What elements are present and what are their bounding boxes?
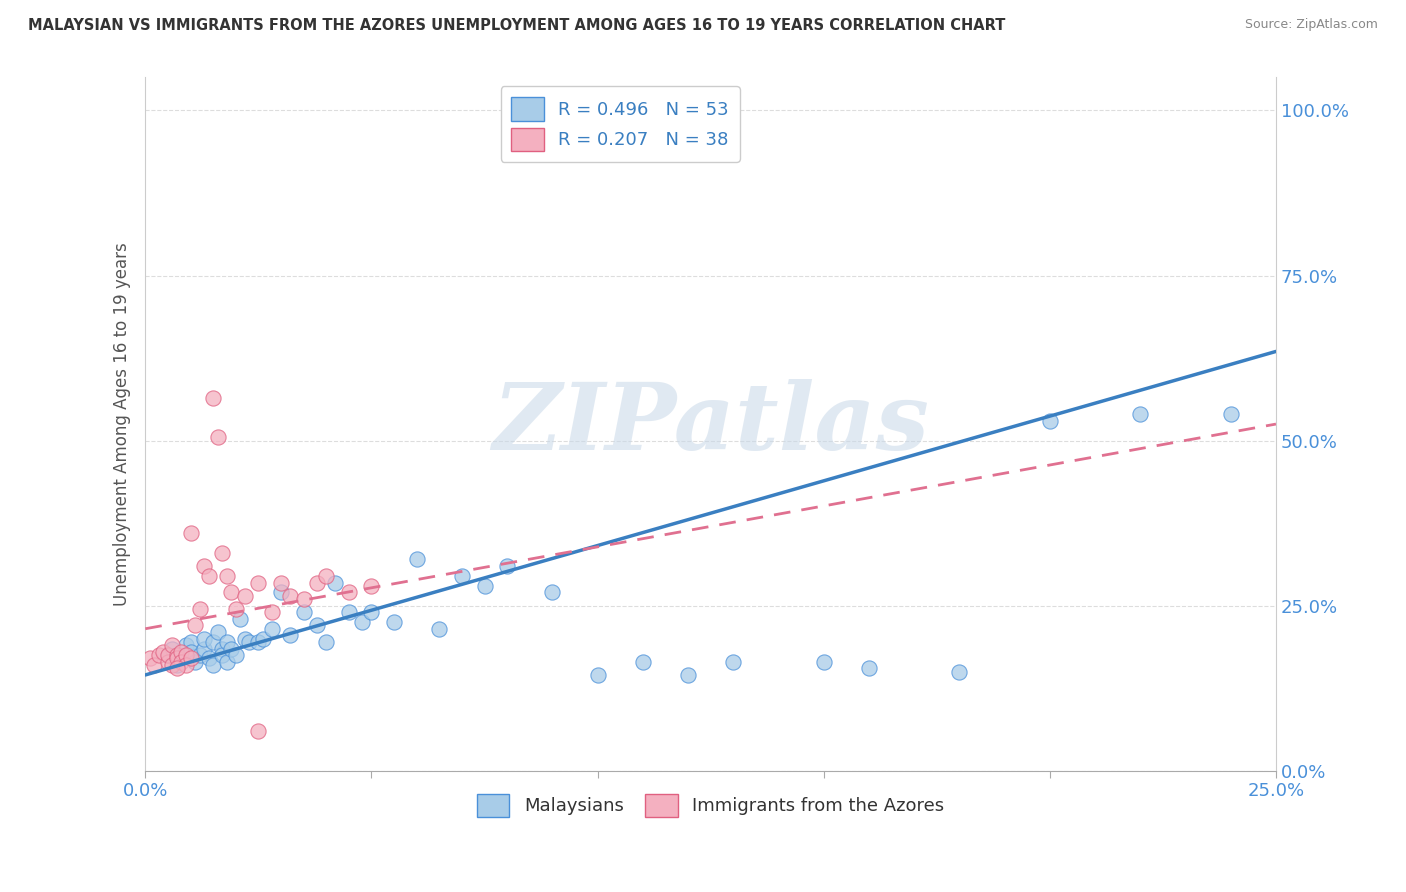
Point: [215, 569, 238, 583]
Point: [180, 635, 202, 649]
Point: [180, 526, 202, 541]
Point: [219, 585, 242, 599]
Point: [139, 651, 162, 665]
Point: [315, 635, 337, 649]
Point: [252, 632, 274, 646]
Point: [337, 585, 360, 599]
Point: [148, 648, 170, 662]
Point: [323, 575, 346, 590]
Point: [292, 605, 315, 619]
Point: [474, 579, 496, 593]
Point: [427, 622, 450, 636]
Point: [180, 651, 202, 665]
Point: [1039, 414, 1062, 428]
Text: ZIPatlas: ZIPatlas: [492, 379, 929, 469]
Point: [156, 648, 179, 662]
Point: [162, 658, 184, 673]
Point: [193, 641, 215, 656]
Point: [225, 602, 247, 616]
Point: [307, 618, 329, 632]
Point: [292, 592, 315, 607]
Point: [813, 655, 835, 669]
Point: [260, 622, 283, 636]
Point: [202, 635, 225, 649]
Point: [315, 569, 337, 583]
Point: [270, 575, 292, 590]
Point: [631, 655, 654, 669]
Point: [174, 658, 197, 673]
Point: [156, 648, 179, 662]
Point: [170, 655, 193, 669]
Point: [229, 612, 252, 626]
Point: [858, 661, 880, 675]
Point: [193, 632, 215, 646]
Point: [247, 635, 270, 649]
Point: [676, 668, 699, 682]
Point: [233, 632, 256, 646]
Point: [247, 575, 270, 590]
Point: [247, 724, 270, 739]
Point: [193, 559, 215, 574]
Point: [184, 655, 207, 669]
Point: [352, 615, 374, 629]
Point: [174, 638, 197, 652]
Point: [586, 668, 609, 682]
Point: [166, 648, 188, 662]
Point: [270, 585, 292, 599]
Point: [211, 648, 233, 662]
Point: [188, 602, 211, 616]
Point: [166, 658, 188, 673]
Point: [202, 391, 225, 405]
Point: [211, 641, 233, 656]
Point: [260, 605, 283, 619]
Point: [278, 628, 301, 642]
Point: [405, 552, 427, 566]
Point: [238, 635, 260, 649]
Text: Source: ZipAtlas.com: Source: ZipAtlas.com: [1244, 18, 1378, 31]
Point: [337, 605, 360, 619]
Point: [225, 648, 247, 662]
Point: [215, 635, 238, 649]
Point: [496, 559, 519, 574]
Legend: Malaysians, Immigrants from the Azores: Malaysians, Immigrants from the Azores: [470, 787, 952, 824]
Point: [162, 638, 184, 652]
Point: [202, 658, 225, 673]
Point: [219, 641, 242, 656]
Point: [156, 655, 179, 669]
Point: [948, 665, 970, 679]
Text: MALAYSIAN VS IMMIGRANTS FROM THE AZORES UNEMPLOYMENT AMONG AGES 16 TO 19 YEARS C: MALAYSIAN VS IMMIGRANTS FROM THE AZORES …: [28, 18, 1005, 33]
Point: [215, 655, 238, 669]
Point: [233, 589, 256, 603]
Point: [180, 645, 202, 659]
Point: [360, 579, 382, 593]
Point: [166, 651, 188, 665]
Point: [307, 575, 329, 590]
Point: [207, 625, 229, 640]
Point: [382, 615, 405, 629]
Point: [188, 648, 211, 662]
Point: [152, 645, 174, 659]
Point: [174, 648, 197, 662]
Point: [197, 569, 219, 583]
Point: [360, 605, 382, 619]
Point: [166, 661, 188, 675]
Point: [541, 585, 564, 599]
Point: [1129, 407, 1152, 421]
Point: [143, 658, 166, 673]
Point: [197, 651, 219, 665]
Point: [162, 641, 184, 656]
Point: [723, 655, 745, 669]
Point: [211, 546, 233, 560]
Point: [1219, 407, 1241, 421]
Point: [451, 569, 474, 583]
Point: [278, 589, 301, 603]
Point: [184, 618, 207, 632]
Y-axis label: Unemployment Among Ages 16 to 19 years: Unemployment Among Ages 16 to 19 years: [114, 243, 131, 606]
Point: [170, 651, 193, 665]
Point: [207, 430, 229, 444]
Point: [170, 645, 193, 659]
